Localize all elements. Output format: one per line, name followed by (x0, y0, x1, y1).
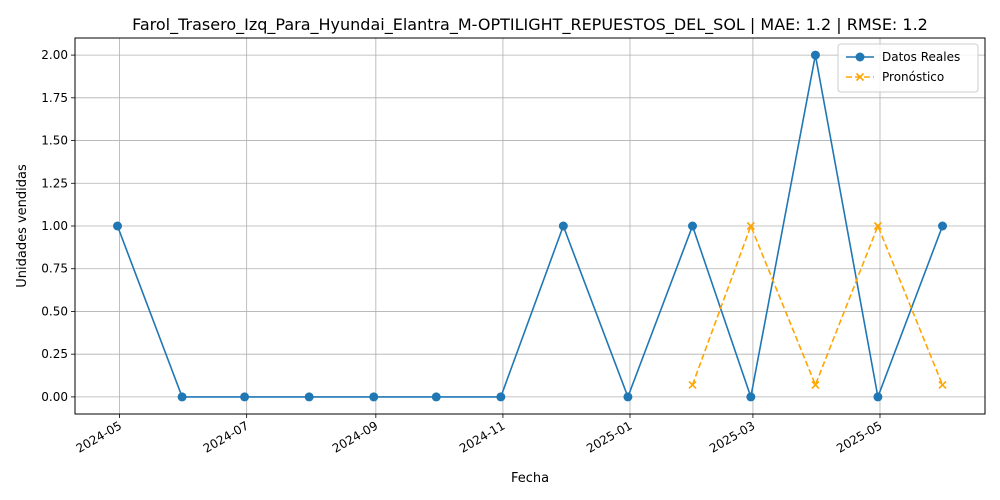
legend-box (837, 43, 979, 93)
series-line-1 (116, 54, 944, 401)
data-point (369, 392, 379, 402)
data-point (746, 392, 756, 402)
y-tick-label: 0.50 (41, 304, 68, 318)
data-point (558, 221, 568, 231)
data-point (240, 392, 250, 402)
data-point (431, 392, 441, 402)
legend-label: Datos Reales (882, 50, 960, 64)
data-point (873, 392, 883, 402)
data-point (688, 380, 697, 390)
y-tick-label: 0.00 (41, 390, 68, 404)
data-point (113, 221, 122, 231)
data-point (810, 50, 820, 60)
y-tick-label: 0.25 (41, 347, 68, 361)
y-tick-label: 1.25 (41, 176, 68, 190)
legend-label: Pronóstico (882, 70, 944, 84)
plot-frame (74, 37, 986, 415)
data-point (938, 380, 947, 390)
data-point (873, 221, 882, 231)
y-axis-label: Unidades vendidas (15, 164, 30, 288)
data-point (304, 392, 314, 402)
data-point (496, 392, 506, 402)
series-layer (113, 50, 947, 402)
data-point (811, 380, 820, 390)
y-tick-label: 1.75 (41, 91, 68, 105)
legend-marker (855, 52, 865, 62)
chart-title: Farol_Trasero_Izq_Para_Hyundai_Elantra_M… (132, 15, 928, 35)
data-point (177, 392, 187, 402)
legend-marker (855, 72, 865, 82)
series-line-2 (691, 223, 944, 388)
y-tick-label: 1.00 (41, 219, 68, 233)
y-tick-label: 0.75 (41, 262, 68, 276)
legend: Datos Reales Pronóstico (837, 43, 979, 93)
data-point (688, 221, 697, 231)
y-tick-label: 2.00 (41, 48, 68, 62)
y-tick-label: 1.50 (41, 134, 68, 148)
y-axis: 0.00 0.25 0.50 0.75 1.00 1.25 1.50 1.75 2.00 (41, 48, 75, 404)
x-axis-label: Fecha (511, 471, 549, 486)
data-point (938, 221, 947, 231)
data-point (623, 392, 633, 402)
data-point (746, 221, 755, 231)
